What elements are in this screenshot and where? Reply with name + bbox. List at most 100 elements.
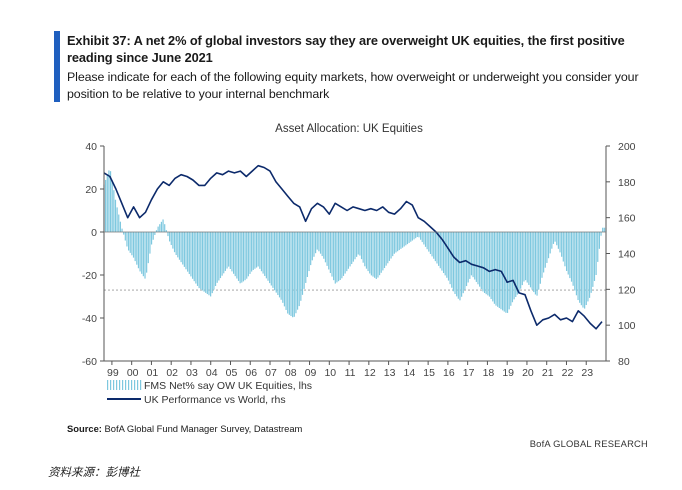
left-axis-ticks: 40 20 0 -20 -40 -60 (82, 141, 104, 368)
bar-93 (255, 232, 258, 268)
bar-259 (528, 232, 530, 285)
bar-36 (162, 219, 164, 232)
bar-122 (303, 232, 305, 289)
exhibit-title: Exhibit 37: A net 2% of global investors… (67, 33, 625, 65)
source-text: BofA Global Fund Manager Survey, Datastr… (101, 423, 303, 434)
bar-203 (436, 232, 438, 264)
bar-218 (461, 232, 463, 297)
bar-305 (603, 227, 605, 232)
bar-3 (108, 170, 110, 232)
bar-223 (469, 232, 471, 279)
bar-263 (534, 232, 537, 295)
bar-162 (369, 232, 371, 274)
bar-243 (502, 232, 504, 311)
x-tick-label-23: 22 (562, 367, 574, 379)
bar-301 (597, 232, 599, 262)
bar-258 (526, 232, 528, 283)
bar-132 (319, 232, 322, 254)
bar-16 (129, 232, 131, 253)
bar-248 (510, 232, 512, 306)
bar-12 (123, 232, 125, 235)
bar-197 (426, 232, 428, 250)
bar-8 (116, 207, 118, 232)
series-line-uk-performance (103, 164, 603, 330)
left-tick-label-0: 40 (85, 141, 97, 153)
bar-147 (344, 232, 346, 274)
bar-94 (257, 232, 259, 267)
bar-204 (438, 232, 440, 266)
bar-219 (462, 232, 464, 294)
bar-4 (109, 171, 112, 232)
bar-84 (241, 232, 243, 283)
bar-27 (147, 232, 149, 264)
bar-188 (411, 232, 413, 241)
x-tick-label-24: 23 (581, 367, 593, 379)
x-tick-label-17: 16 (443, 367, 455, 379)
legend: FMS Net% say OW UK Equities, lhs UK Perf… (107, 380, 312, 406)
bar-182 (401, 232, 404, 248)
x-tick-label-12: 11 (345, 367, 356, 379)
bar-284 (569, 232, 571, 279)
bar-144 (339, 232, 341, 280)
x-tick-label-3: 02 (166, 367, 178, 379)
bar-17 (131, 232, 133, 256)
bar-19 (134, 232, 136, 262)
bar-275 (554, 232, 556, 242)
x-tick-label-13: 12 (364, 367, 376, 379)
bar-105 (275, 232, 277, 293)
bar-101 (269, 232, 271, 284)
line-layer (103, 164, 603, 330)
bar-148 (346, 232, 348, 272)
bar-126 (310, 232, 312, 266)
bar-285 (570, 232, 573, 282)
bar-294 (585, 232, 587, 306)
bar-55 (193, 232, 195, 282)
bar-110 (283, 232, 286, 307)
bar-131 (318, 232, 320, 252)
bar-262 (533, 232, 535, 293)
bar-238 (493, 232, 496, 304)
bar-5 (111, 180, 113, 232)
bar-178 (395, 232, 397, 253)
bar-174 (388, 232, 391, 261)
bar-257 (524, 232, 527, 281)
bar-190 (415, 232, 417, 239)
legend-swatch-bar-9 (134, 380, 136, 390)
bar-189 (413, 232, 415, 240)
right-axis-ticks: 200 180 160 140 120 100 80 (606, 141, 636, 368)
bar-78 (231, 232, 233, 272)
x-tick-label-21: 20 (522, 367, 534, 379)
bar-154 (356, 232, 358, 257)
bar-208 (444, 232, 446, 276)
bar-278 (559, 232, 561, 253)
bar-201 (433, 232, 435, 259)
bar-291 (580, 232, 582, 306)
bar-260 (529, 232, 532, 288)
bar-52 (188, 232, 190, 275)
bar-295 (587, 232, 589, 302)
bar-213 (452, 232, 455, 292)
bar-171 (383, 232, 386, 269)
bar-14 (126, 232, 128, 247)
bar-71 (219, 232, 222, 279)
bar-1 (105, 179, 107, 232)
bar-298 (592, 232, 594, 287)
bar-296 (588, 232, 591, 298)
bar-79 (232, 232, 235, 274)
bar-109 (282, 232, 284, 303)
bar-186 (408, 232, 410, 243)
bar-269 (544, 232, 546, 268)
bar-104 (274, 232, 276, 291)
legend-swatch-bar-8 (131, 380, 133, 390)
bar-128 (313, 232, 315, 257)
x-tick-label-7: 06 (245, 367, 257, 379)
bar-103 (272, 232, 274, 288)
bar-107 (278, 232, 281, 298)
bar-29 (150, 232, 153, 245)
bar-75 (226, 232, 228, 269)
bar-61 (203, 232, 205, 292)
bar-50 (185, 232, 187, 270)
bar-292 (582, 232, 584, 308)
bar-120 (300, 232, 302, 301)
bar-121 (301, 232, 304, 295)
